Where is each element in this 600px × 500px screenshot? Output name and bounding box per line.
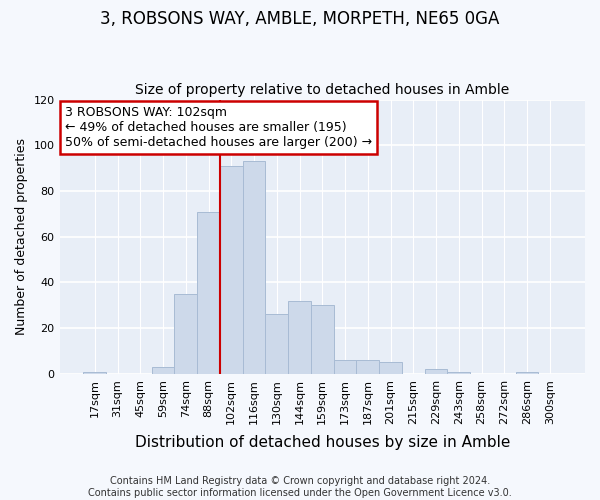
Bar (515, 372, 538, 374)
Bar (197, 212, 220, 374)
Bar (265, 314, 288, 374)
Bar (448, 372, 470, 374)
Bar (83, 372, 106, 374)
Bar (152, 367, 175, 374)
Bar (220, 166, 242, 374)
Bar (175, 294, 197, 374)
Text: Contains HM Land Registry data © Crown copyright and database right 2024.
Contai: Contains HM Land Registry data © Crown c… (88, 476, 512, 498)
Title: Size of property relative to detached houses in Amble: Size of property relative to detached ho… (135, 83, 509, 97)
Bar (379, 362, 402, 374)
Bar (242, 162, 265, 374)
X-axis label: Distribution of detached houses by size in Amble: Distribution of detached houses by size … (134, 435, 510, 450)
Bar (334, 360, 356, 374)
Bar (356, 360, 379, 374)
Bar (425, 370, 448, 374)
Bar (311, 306, 334, 374)
Y-axis label: Number of detached properties: Number of detached properties (15, 138, 28, 335)
Text: 3, ROBSONS WAY, AMBLE, MORPETH, NE65 0GA: 3, ROBSONS WAY, AMBLE, MORPETH, NE65 0GA (100, 10, 500, 28)
Text: 3 ROBSONS WAY: 102sqm
← 49% of detached houses are smaller (195)
50% of semi-det: 3 ROBSONS WAY: 102sqm ← 49% of detached … (65, 106, 372, 150)
Bar (288, 300, 311, 374)
